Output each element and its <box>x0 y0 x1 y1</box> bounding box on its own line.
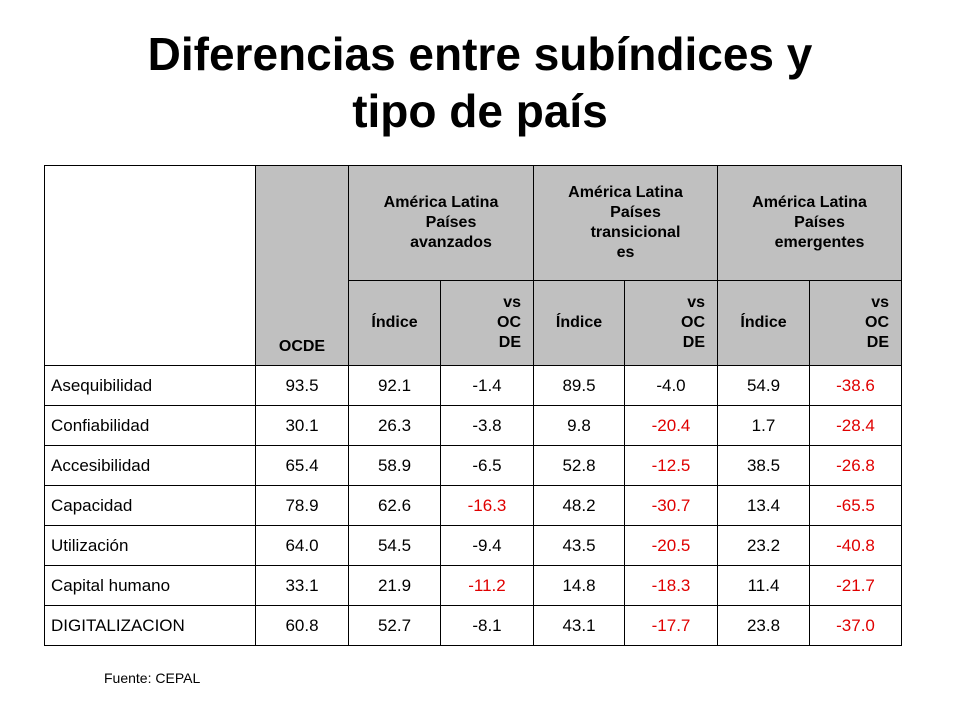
cell-av-i: 58.9 <box>348 445 441 486</box>
cell-em-vs: -65.5 <box>809 485 902 526</box>
cell-av-i: 54.5 <box>348 525 441 566</box>
table-row: DIGITALIZACION 60.8 52.7 -8.1 43.1 -17.7 23.8-… <box>44 605 902 646</box>
cell-ocde: 65.4 <box>255 445 349 486</box>
cell-tr-vs: -17.7 <box>624 605 718 646</box>
row-label: Accesibilidad <box>44 445 256 486</box>
cell-av-vs: -11.2 <box>440 565 534 606</box>
table-row: Capital humano 33.1 21.9 -11.2 14.8 -18.3 11.4… <box>44 565 902 606</box>
cell-ocde: 60.8 <box>255 605 349 646</box>
header-group-emergentes: América Latina Países emergentes <box>717 165 902 281</box>
cell-tr-i: 9.8 <box>533 405 625 446</box>
table-row: Asequibilidad 93.5 92.1 -1.4 89.5 -4.0 54.9 -38… <box>44 365 902 406</box>
cell-ocde: 64.0 <box>255 525 349 566</box>
cell-em-vs: -21.7 <box>809 565 902 606</box>
cell-av-i: 62.6 <box>348 485 441 526</box>
cell-av-i: 92.1 <box>348 365 441 406</box>
cell-tr-vs: -12.5 <box>624 445 718 486</box>
header-group-avanzados: América Latina Países avanzados <box>348 165 534 281</box>
table-row: Accesibilidad 65.4 58.9 -6.5 52.8 -12.5 38.5 -2… <box>44 445 902 486</box>
cell-em-vs: -28.4 <box>809 405 902 446</box>
cell-av-vs: -3.8 <box>440 405 534 446</box>
cell-em-i: 23.2 <box>717 525 810 566</box>
title-line-2: tipo de país <box>352 85 608 137</box>
source-note: Fuente: CEPAL <box>104 670 201 686</box>
table-row: Capacidad 78.9 62.6 -16.3 48.2 -30.7 13.4 -65.5 <box>44 485 902 526</box>
subheader-vs-ocde: vs OC DE <box>440 280 534 366</box>
cell-em-i: 54.9 <box>717 365 810 406</box>
cell-tr-i: 43.5 <box>533 525 625 566</box>
cell-ocde: 30.1 <box>255 405 349 446</box>
cell-em-i: 13.4 <box>717 485 810 526</box>
cell-ocde: 78.9 <box>255 485 349 526</box>
cell-av-i: 26.3 <box>348 405 441 446</box>
cell-av-i: 52.7 <box>348 605 441 646</box>
cell-av-vs: -1.4 <box>440 365 534 406</box>
header-group-transicionales: América Latina Países transicional es <box>533 165 718 281</box>
row-label: Capacidad <box>44 485 256 526</box>
cell-em-vs: -38.6 <box>809 365 902 406</box>
cell-tr-i: 14.8 <box>533 565 625 606</box>
cell-av-vs: -6.5 <box>440 445 534 486</box>
cell-tr-i: 43.1 <box>533 605 625 646</box>
cell-em-vs: -37.0 <box>809 605 902 646</box>
subheader-index: Índice <box>717 280 810 366</box>
cell-tr-vs: -30.7 <box>624 485 718 526</box>
cell-ocde: 33.1 <box>255 565 349 606</box>
subheader-vs-ocde: vs OC DE <box>624 280 718 366</box>
cell-av-vs: -8.1 <box>440 605 534 646</box>
subheader-index: Índice <box>533 280 625 366</box>
cell-ocde: 93.5 <box>255 365 349 406</box>
cell-em-i: 1.7 <box>717 405 810 446</box>
cell-tr-vs: -18.3 <box>624 565 718 606</box>
cell-em-vs: -40.8 <box>809 525 902 566</box>
row-label: DIGITALIZACION <box>44 605 256 646</box>
subindex-table: OCDE América Latina Países avanzados Amé… <box>44 165 902 646</box>
cell-em-i: 38.5 <box>717 445 810 486</box>
cell-em-vs: -26.8 <box>809 445 902 486</box>
header-ocde: OCDE <box>255 165 349 366</box>
title-line-1: Diferencias entre subíndices y <box>147 28 813 80</box>
subheader-index: Índice <box>348 280 441 366</box>
cell-tr-i: 89.5 <box>533 365 625 406</box>
page-title: Diferencias entre subíndices y tipo de p… <box>40 26 920 140</box>
row-label: Asequibilidad <box>44 365 256 406</box>
row-label: Confiabilidad <box>44 405 256 446</box>
table-row: Confiabilidad 30.1 26.3 -3.8 9.8 -20.4 1.7 -28.… <box>44 405 902 446</box>
table-row: Utilización 64.0 54.5 -9.4 43.5 -20.5 23.2 -40.… <box>44 525 902 566</box>
cell-tr-vs: -4.0 <box>624 365 718 406</box>
cell-av-vs: -16.3 <box>440 485 534 526</box>
header-blank-cell <box>44 165 256 366</box>
cell-av-vs: -9.4 <box>440 525 534 566</box>
row-label: Capital humano <box>44 565 256 606</box>
cell-em-i: 11.4 <box>717 565 810 606</box>
row-label: Utilización <box>44 525 256 566</box>
cell-av-i: 21.9 <box>348 565 441 606</box>
cell-tr-vs: -20.4 <box>624 405 718 446</box>
cell-tr-vs: -20.5 <box>624 525 718 566</box>
cell-em-i: 23.8 <box>717 605 810 646</box>
subheader-vs-ocde: vs OC DE <box>809 280 902 366</box>
cell-tr-i: 48.2 <box>533 485 625 526</box>
cell-tr-i: 52.8 <box>533 445 625 486</box>
